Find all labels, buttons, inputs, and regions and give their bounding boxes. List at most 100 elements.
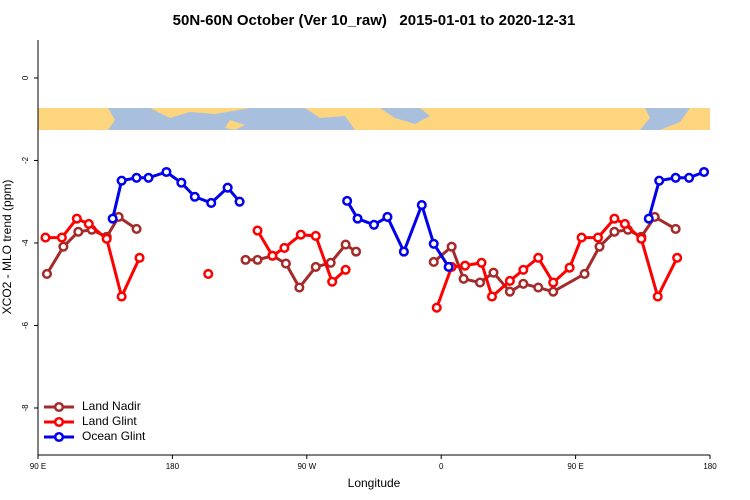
point: [116, 291, 127, 302]
point: [670, 172, 681, 183]
point: [533, 252, 544, 263]
point: [101, 233, 112, 244]
point: [342, 195, 353, 206]
legend-label: Ocean Glint: [82, 429, 146, 443]
point: [41, 268, 53, 279]
point: [670, 223, 681, 234]
point: [533, 282, 544, 293]
y-tick-label: -2: [21, 156, 30, 164]
point: [351, 246, 362, 257]
legend-label: Land Glint: [82, 414, 137, 428]
y-tick-label: -8: [21, 404, 30, 412]
x-tick-label: 0: [439, 462, 444, 471]
point: [548, 286, 559, 297]
point: [643, 213, 654, 224]
point: [310, 230, 321, 241]
point: [592, 232, 604, 243]
y-tick-label: -6: [21, 321, 30, 329]
point: [206, 197, 217, 208]
point: [280, 258, 291, 269]
point: [56, 232, 67, 243]
point: [382, 211, 393, 223]
point: [504, 275, 515, 286]
x-tick-label: 90 E: [30, 462, 46, 471]
point: [234, 196, 245, 207]
point: [698, 166, 710, 178]
point: [325, 257, 336, 268]
x-tick-label: 180: [703, 462, 717, 471]
point: [310, 261, 321, 272]
point: [594, 241, 605, 252]
point: [672, 252, 683, 263]
point: [83, 218, 94, 230]
point: [486, 291, 498, 302]
legend-label: Land Nadir: [82, 399, 141, 413]
point: [428, 238, 439, 249]
point: [134, 252, 145, 263]
point: [579, 268, 590, 279]
point: [267, 250, 278, 261]
point: [609, 213, 620, 224]
point: [71, 213, 82, 224]
x-axis-label: Longitude: [348, 476, 401, 490]
point: [131, 223, 142, 234]
point: [476, 257, 487, 268]
point: [107, 213, 118, 224]
legend-swatch: [53, 401, 65, 413]
point: [131, 172, 142, 183]
point: [446, 241, 457, 252]
point: [652, 291, 663, 302]
point: [327, 276, 338, 287]
point: [294, 282, 305, 293]
point: [368, 219, 380, 230]
point: [73, 226, 84, 237]
point: [252, 225, 263, 236]
point: [654, 175, 665, 186]
y-tick-label: 0: [21, 75, 30, 80]
point: [576, 232, 587, 243]
point: [340, 239, 351, 250]
point: [431, 302, 442, 313]
chart-title: 50N-60N October (Ver 10_raw) 2015-01-01 …: [173, 12, 576, 29]
point: [176, 177, 187, 188]
point: [189, 191, 200, 202]
point: [518, 278, 529, 289]
point: [428, 256, 439, 267]
point: [504, 286, 515, 297]
point: [203, 268, 214, 279]
x-tick-label: 90 W: [297, 462, 316, 471]
point: [352, 213, 363, 224]
point: [443, 261, 454, 272]
legend-swatch: [53, 431, 65, 443]
point: [518, 264, 529, 275]
y-tick-label: -4: [21, 239, 30, 247]
point: [143, 172, 154, 183]
point: [240, 254, 251, 265]
point: [116, 175, 127, 186]
point: [58, 241, 69, 252]
x-tick-label: 180: [166, 462, 180, 471]
point: [684, 172, 695, 183]
point: [398, 246, 409, 257]
y-axis-label: XCO2 - MLO trend (ppm): [0, 180, 14, 315]
point: [340, 264, 351, 275]
point: [40, 232, 51, 243]
point: [222, 182, 233, 193]
point: [161, 166, 172, 178]
point: [474, 277, 486, 288]
point: [460, 260, 471, 271]
point: [458, 273, 469, 284]
x-tick-label: 90 E: [567, 462, 583, 471]
map-strip: [38, 108, 710, 130]
point: [548, 277, 559, 288]
point: [619, 218, 630, 230]
point: [252, 254, 263, 265]
point: [295, 229, 306, 240]
point: [564, 262, 575, 273]
point: [636, 233, 647, 244]
legend-swatch: [53, 416, 65, 428]
point: [416, 199, 427, 211]
point: [488, 267, 499, 278]
point: [279, 242, 290, 253]
